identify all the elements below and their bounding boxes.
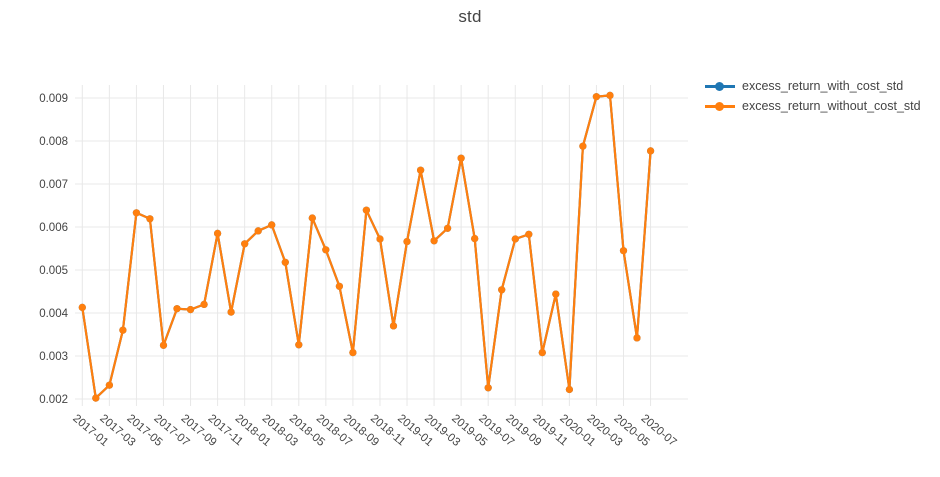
data-point-excess_return_without_cost_std[interactable] xyxy=(565,385,574,394)
data-point-excess_return_without_cost_std[interactable] xyxy=(633,334,641,342)
data-point-excess_return_without_cost_std[interactable] xyxy=(308,214,316,222)
data-point-excess_return_without_cost_std[interactable] xyxy=(471,235,479,243)
data-point-excess_return_without_cost_std[interactable] xyxy=(78,303,86,311)
data-point-excess_return_without_cost_std[interactable] xyxy=(281,258,289,266)
data-point-excess_return_without_cost_std[interactable] xyxy=(119,326,127,334)
data-point-excess_return_without_cost_std[interactable] xyxy=(430,237,438,245)
data-point-excess_return_without_cost_std[interactable] xyxy=(159,341,168,349)
data-point-excess_return_without_cost_std[interactable] xyxy=(457,154,465,162)
data-point-excess_return_without_cost_std[interactable] xyxy=(511,235,519,243)
data-point-excess_return_without_cost_std[interactable] xyxy=(241,240,249,248)
y-tick-label: 0.007 xyxy=(39,179,68,191)
legend-marker-dot-icon xyxy=(715,81,724,91)
data-point-excess_return_without_cost_std[interactable] xyxy=(376,235,384,243)
data-point-excess_return_without_cost_std[interactable] xyxy=(552,290,560,298)
data-point-excess_return_without_cost_std[interactable] xyxy=(579,142,587,150)
data-point-excess_return_without_cost_std[interactable] xyxy=(200,300,208,308)
data-point-excess_return_without_cost_std[interactable] xyxy=(444,224,452,232)
legend-swatch-icon xyxy=(705,101,735,111)
chart-title: std xyxy=(458,7,482,26)
data-point-excess_return_without_cost_std[interactable] xyxy=(214,229,222,237)
y-tick-label: 0.009 xyxy=(39,93,68,105)
y-tick-label: 0.003 xyxy=(39,351,68,363)
legend-item-excess_return_with_cost_std[interactable]: excess_return_with_cost_std xyxy=(705,76,921,96)
data-point-excess_return_without_cost_std[interactable] xyxy=(619,247,628,255)
legend: excess_return_with_cost_std excess_return… xyxy=(705,76,921,116)
data-point-excess_return_without_cost_std[interactable] xyxy=(403,238,411,246)
y-tick-label: 0.005 xyxy=(39,265,68,277)
legend-label: excess_return_without_cost_std xyxy=(742,99,921,113)
data-point-excess_return_without_cost_std[interactable] xyxy=(105,381,113,389)
legend-label: excess_return_with_cost_std xyxy=(742,79,904,93)
data-point-excess_return_without_cost_std[interactable] xyxy=(592,93,601,101)
y-tick-label: 0.002 xyxy=(39,394,68,406)
data-point-excess_return_without_cost_std[interactable] xyxy=(227,308,235,316)
data-point-excess_return_without_cost_std[interactable] xyxy=(268,221,276,229)
data-point-excess_return_without_cost_std[interactable] xyxy=(146,215,154,223)
legend-marker-dot-icon xyxy=(715,101,724,111)
legend-item-excess_return_without_cost_std[interactable]: excess_return_without_cost_std xyxy=(705,96,921,116)
data-point-excess_return_without_cost_std[interactable] xyxy=(349,349,357,357)
y-tick-label: 0.006 xyxy=(39,222,68,234)
y-tick-label: 0.008 xyxy=(39,136,68,148)
data-point-excess_return_without_cost_std[interactable] xyxy=(389,322,398,330)
data-point-excess_return_without_cost_std[interactable] xyxy=(132,209,140,217)
data-point-excess_return_without_cost_std[interactable] xyxy=(92,394,100,402)
data-point-excess_return_without_cost_std[interactable] xyxy=(498,286,506,294)
data-point-excess_return_without_cost_std[interactable] xyxy=(647,147,655,155)
data-point-excess_return_without_cost_std[interactable] xyxy=(335,282,343,290)
data-point-excess_return_without_cost_std[interactable] xyxy=(173,305,181,313)
data-point-excess_return_without_cost_std[interactable] xyxy=(538,349,546,357)
data-point-excess_return_without_cost_std[interactable] xyxy=(525,230,533,238)
legend-swatch-icon xyxy=(705,81,735,91)
data-point-excess_return_without_cost_std[interactable] xyxy=(484,384,492,392)
data-point-excess_return_without_cost_std[interactable] xyxy=(186,306,195,314)
data-point-excess_return_without_cost_std[interactable] xyxy=(362,206,370,214)
data-point-excess_return_without_cost_std[interactable] xyxy=(417,166,425,174)
data-point-excess_return_without_cost_std[interactable] xyxy=(606,91,614,99)
data-point-excess_return_without_cost_std[interactable] xyxy=(254,227,262,235)
data-point-excess_return_without_cost_std[interactable] xyxy=(322,246,330,254)
y-tick-label: 0.004 xyxy=(39,308,68,320)
data-point-excess_return_without_cost_std[interactable] xyxy=(295,341,303,349)
